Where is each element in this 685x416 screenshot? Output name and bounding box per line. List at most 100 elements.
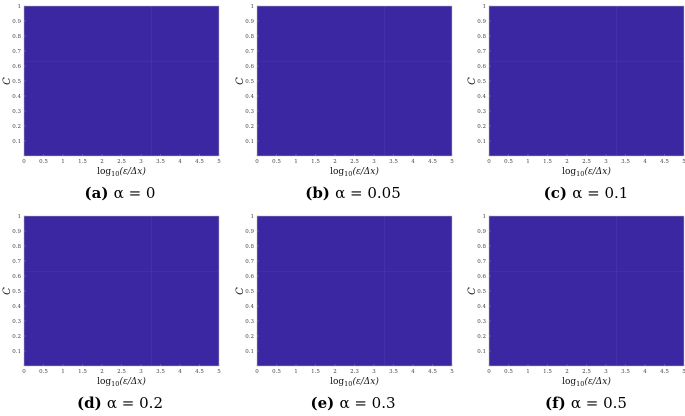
subplot-e: 0 0.5 1 1.5 2 2.3 3 3.5 4 4.5 5 0.1 0.2 0.3 0.4 0.5 0.6 0… bbox=[235, 214, 454, 412]
x-tick-label: 1 bbox=[526, 369, 530, 375]
subplot-caption: (f) α = 0.5 bbox=[545, 394, 627, 412]
x-tick-label: 4.5 bbox=[660, 159, 669, 165]
y-tick-label: 0.9 bbox=[12, 19, 21, 25]
y-tick-label: 0.4 bbox=[12, 94, 21, 100]
x-tick-label: 5 bbox=[217, 369, 221, 375]
x-tick-label: 4.5 bbox=[195, 369, 204, 375]
x-tick-label: 5 bbox=[450, 369, 454, 375]
y-tick-label: 0.7 bbox=[245, 49, 254, 55]
y-tick-label: 0.9 bbox=[477, 229, 486, 235]
x-tick-label: 1 bbox=[61, 159, 65, 165]
x-tick-label: 3.5 bbox=[389, 369, 398, 375]
y-tick-label: 0.1 bbox=[245, 139, 254, 145]
y-tick-label: 0.4 bbox=[12, 304, 21, 310]
y-tick-label: 1 bbox=[483, 214, 487, 220]
x-tick-label: 3.5 bbox=[621, 159, 630, 165]
x-tick-label: 1.5 bbox=[543, 369, 552, 375]
x-tick-label: 1 bbox=[526, 159, 530, 165]
x-tick-label: 2.5 bbox=[582, 159, 591, 165]
heatmap-field bbox=[489, 216, 684, 366]
y-tick-label: 0.8 bbox=[477, 244, 486, 250]
y-tick-label: 0.5 bbox=[477, 289, 486, 295]
y-tick-label: 0.7 bbox=[477, 259, 486, 265]
x-tick-label: 1 bbox=[61, 369, 65, 375]
y-tick-label: 0.6 bbox=[245, 274, 254, 280]
x-tick-label: 3.5 bbox=[156, 159, 165, 165]
y-tick-label: 0.9 bbox=[12, 229, 21, 235]
x-tick-label: 2.3 bbox=[350, 369, 359, 375]
y-tick-label: 0.2 bbox=[245, 124, 254, 130]
y-tick-label: 0.3 bbox=[12, 319, 21, 325]
x-tick-label: 0 bbox=[487, 369, 491, 375]
y-tick-label: 0.8 bbox=[477, 34, 486, 40]
x-tick-label: 0 bbox=[487, 159, 491, 165]
x-tick-label: 3 bbox=[372, 159, 376, 165]
x-tick-label: 4.5 bbox=[428, 159, 437, 165]
y-axis-label: C bbox=[467, 287, 478, 295]
x-tick-label: 2 bbox=[100, 369, 104, 375]
y-tick-label: 0.3 bbox=[245, 109, 254, 115]
subplot-a: 0 0.5 1 1.5 2 2.5 3 3.5 4 4.5 5 0.1 0.2 0.3 0.4 0.5 0.6 0… bbox=[2, 4, 221, 202]
y-tick-label: 0.6 bbox=[245, 64, 254, 70]
x-tick-label: 0 bbox=[22, 369, 26, 375]
y-tick-label: 0.2 bbox=[12, 124, 21, 130]
x-tick-label: 5 bbox=[450, 159, 454, 165]
x-tick-label: 1.5 bbox=[311, 369, 320, 375]
x-tick-label: 0.5 bbox=[39, 369, 48, 375]
y-axis-label: C bbox=[467, 77, 478, 85]
y-tick-label: 0.5 bbox=[245, 79, 254, 85]
x-tick-label: 4.5 bbox=[195, 159, 204, 165]
x-tick-label: 3 bbox=[604, 159, 608, 165]
y-axis-label: C bbox=[235, 77, 246, 85]
subplot-c: 0 0.5 1 1.5 2 2.5 3 3.5 4 4.5 5 0.1 0.2 0.3 0.4 0.5 0.6 0… bbox=[467, 4, 685, 202]
x-tick-label: 4.5 bbox=[428, 369, 437, 375]
x-tick-label: 0.5 bbox=[39, 159, 48, 165]
y-tick-label: 0.3 bbox=[477, 109, 486, 115]
y-tick-label: 0.2 bbox=[245, 334, 254, 340]
x-tick-label: 3 bbox=[139, 159, 143, 165]
y-tick-label: 0.1 bbox=[477, 139, 486, 145]
y-tick-label: 1 bbox=[18, 4, 22, 10]
x-tick-label: 1.5 bbox=[543, 159, 552, 165]
x-tick-label: 2.5 bbox=[117, 369, 126, 375]
y-tick-label: 0.3 bbox=[477, 319, 486, 325]
y-tick-label: 0.6 bbox=[477, 64, 486, 70]
y-tick-label: 0.8 bbox=[12, 244, 21, 250]
x-tick-label: 2.5 bbox=[117, 159, 126, 165]
y-axis-label: C bbox=[235, 287, 246, 295]
x-tick-label: 2.5 bbox=[582, 369, 591, 375]
y-axis-label: C bbox=[2, 77, 13, 85]
y-tick-label: 1 bbox=[251, 214, 255, 220]
x-tick-label: 2 bbox=[100, 159, 104, 165]
x-tick-label: 1 bbox=[294, 369, 298, 375]
x-tick-label: 4 bbox=[411, 369, 415, 375]
y-tick-label: 0.8 bbox=[245, 244, 254, 250]
subplot-caption: (b) α = 0.05 bbox=[305, 184, 401, 202]
x-tick-label: 5 bbox=[682, 159, 685, 165]
heatmap-field bbox=[24, 216, 219, 366]
y-tick-label: 0.4 bbox=[245, 304, 254, 310]
x-tick-label: 4 bbox=[643, 369, 647, 375]
x-axis-label: log10(ε/Δx) bbox=[97, 376, 146, 388]
y-tick-label: 0.1 bbox=[12, 349, 21, 355]
y-tick-label: 0.6 bbox=[12, 64, 21, 70]
y-axis-label: C bbox=[2, 287, 13, 295]
y-tick-label: 0.8 bbox=[12, 34, 21, 40]
y-tick-label: 0.3 bbox=[12, 109, 21, 115]
y-tick-label: 0.5 bbox=[477, 79, 486, 85]
y-tick-label: 0.1 bbox=[245, 349, 254, 355]
y-tick-label: 0.6 bbox=[477, 274, 486, 280]
y-tick-label: 1 bbox=[483, 4, 487, 10]
x-tick-label: 0.5 bbox=[504, 369, 513, 375]
y-tick-label: 0.2 bbox=[477, 124, 486, 130]
x-tick-label: 2 bbox=[333, 159, 337, 165]
y-tick-label: 0.2 bbox=[12, 334, 21, 340]
heatmap-field bbox=[24, 6, 219, 156]
y-tick-label: 0.1 bbox=[12, 139, 21, 145]
subplot-b: 0 0.5 1 1.5 2 2.5 3 3.5 4 4.5 5 0.1 0.2 0.3 0.4 0.5 0.6 0… bbox=[235, 4, 454, 202]
subplot-d: 0 0.5 1 1.5 2 2.5 3 3.5 4 4.5 5 0.1 0.2 0.3 0.4 0.5 0.6 0… bbox=[2, 214, 221, 412]
heatmap-field bbox=[489, 6, 684, 156]
subplot-caption: (c) α = 0.1 bbox=[544, 184, 629, 202]
subplot-f: 0 0.5 1 1.5 2 2.5 3 3.5 4 4.5 5 0.1 0.2 0.3 0.4 0.5 0.6 0… bbox=[467, 214, 685, 412]
subplot-caption: (d) α = 0.2 bbox=[77, 394, 163, 412]
